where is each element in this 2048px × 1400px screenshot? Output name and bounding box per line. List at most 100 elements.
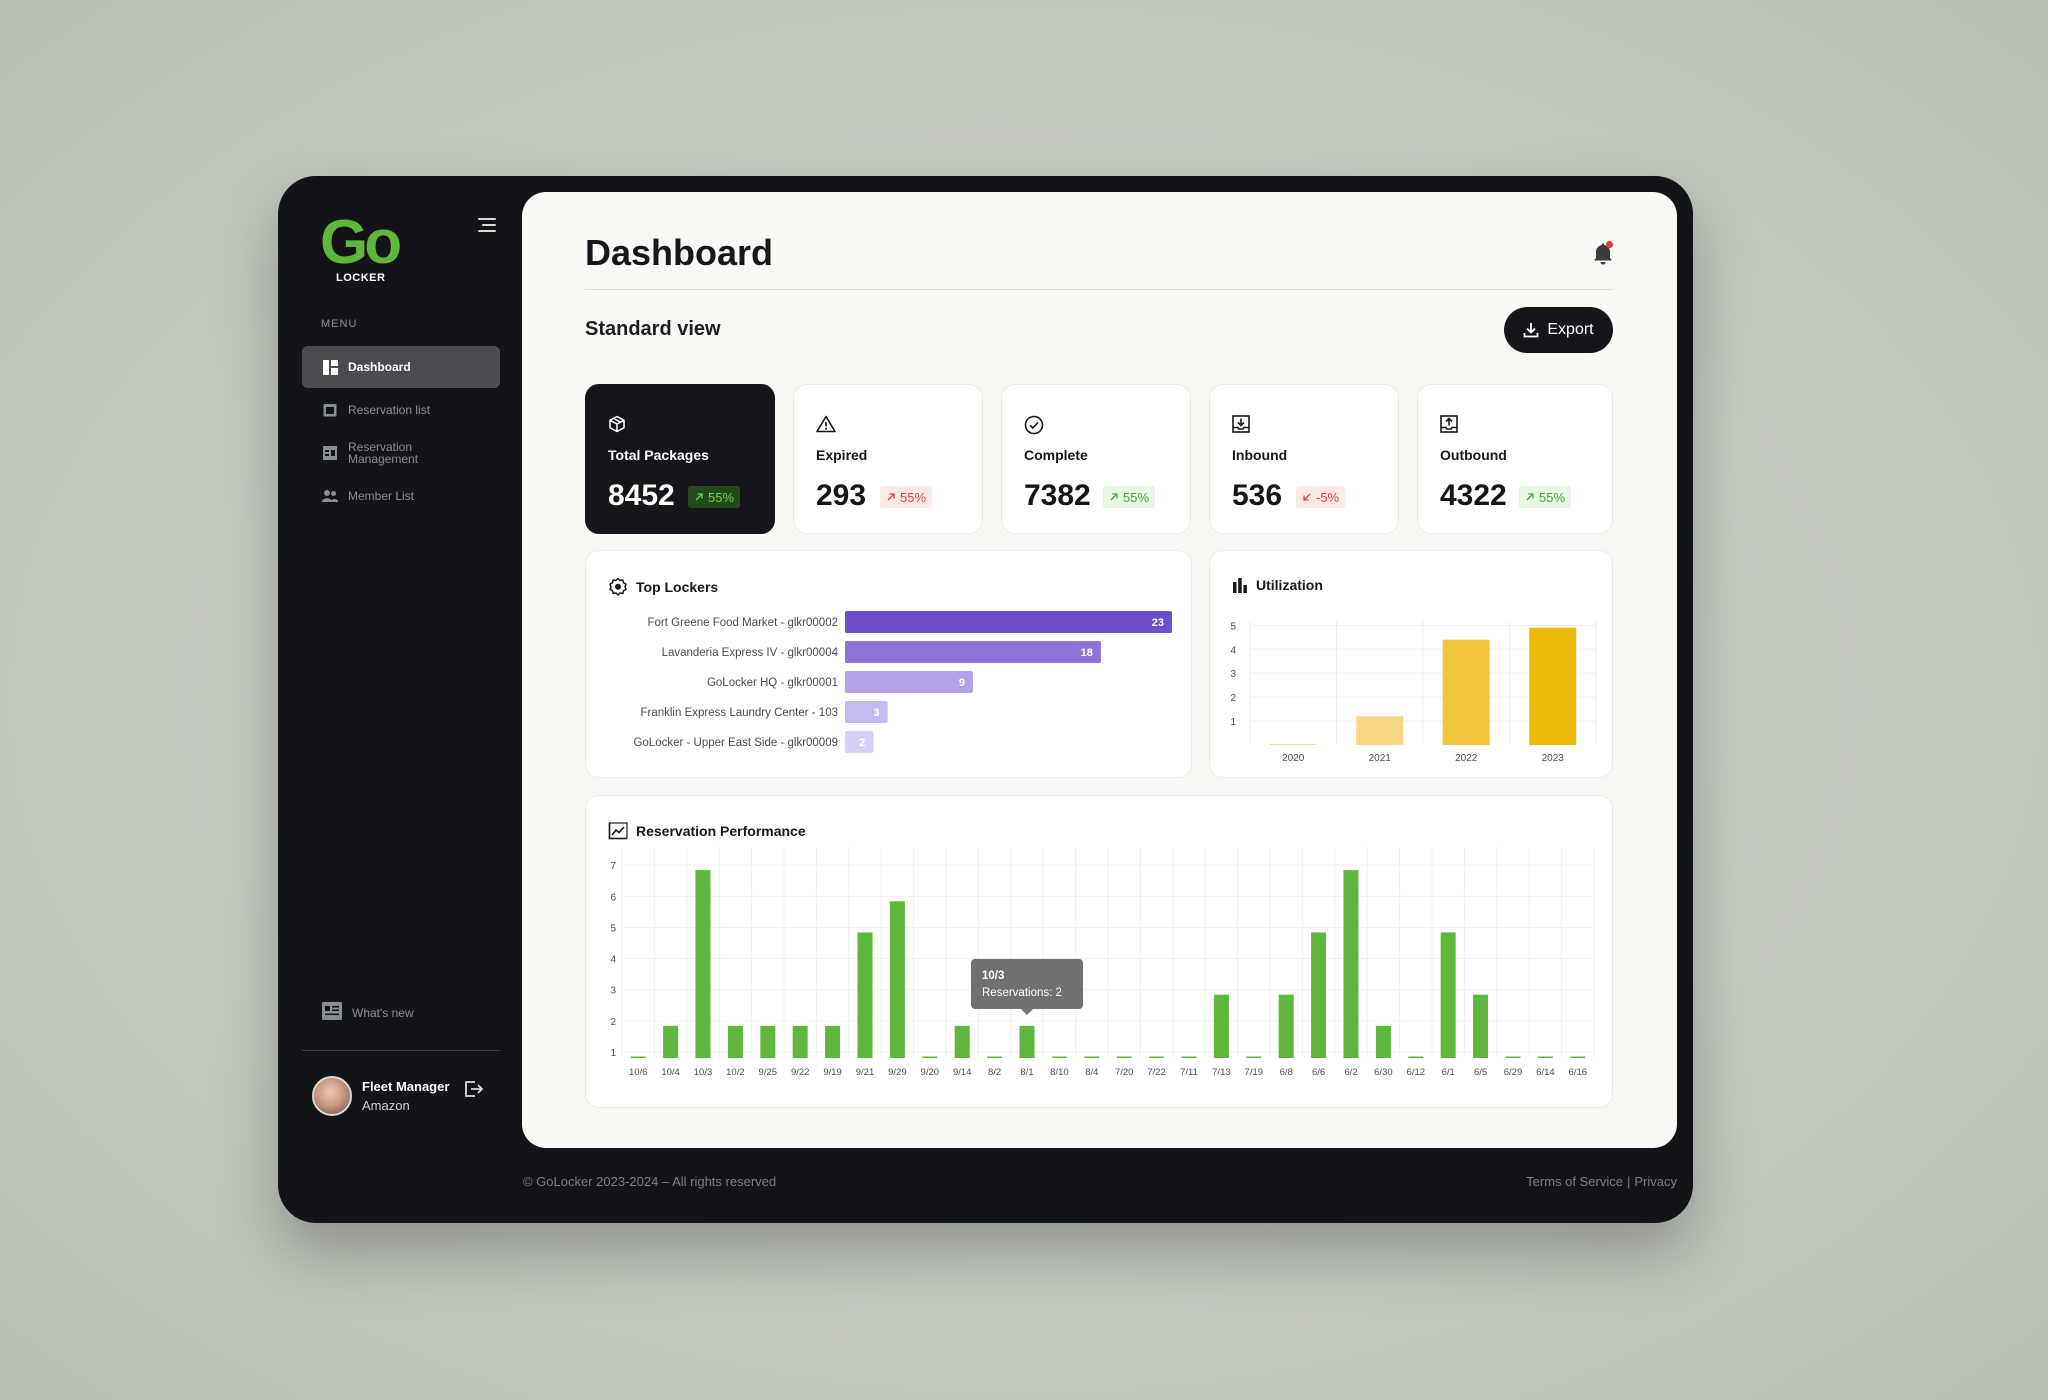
outbound-icon xyxy=(1440,415,1458,438)
user-profile[interactable]: Fleet Manager Amazon xyxy=(312,1076,449,1116)
bar-value-label: 9 xyxy=(959,677,965,689)
logo-text: Go xyxy=(320,208,402,277)
menu-toggle-icon[interactable] xyxy=(478,218,498,234)
stat-label: Expired xyxy=(816,447,868,463)
stat-card-complete[interactable]: Complete 7382 55% xyxy=(1001,384,1191,534)
footer-links: Terms of Service | Privacy xyxy=(1526,1174,1677,1189)
page-title: Dashboard xyxy=(585,232,774,273)
tooltip-date: 10/3 xyxy=(982,970,1004,982)
locker-bar xyxy=(845,671,973,693)
bar-value-label: 18 xyxy=(1081,647,1093,659)
reservation-bar xyxy=(1149,1056,1165,1058)
x-tick-label: 6/8 xyxy=(1280,1067,1293,1078)
stat-value: 4322 xyxy=(1440,479,1507,512)
y-tick-label: 1 xyxy=(1230,717,1236,728)
reservation-bar xyxy=(1440,932,1456,1058)
x-tick-label: 2020 xyxy=(1282,753,1305,764)
stat-change-badge: -5% xyxy=(1296,486,1346,508)
sidebar-item-dashboard[interactable]: Dashboard xyxy=(302,346,500,388)
sidebar-item-reservation-list[interactable]: Reservation list xyxy=(302,389,500,431)
stat-change-badge: 55% xyxy=(1103,486,1156,508)
package-icon xyxy=(608,415,626,438)
terms-link[interactable]: Terms of Service xyxy=(1526,1174,1623,1189)
x-tick-label: 6/12 xyxy=(1407,1067,1426,1078)
y-tick-label: 3 xyxy=(610,986,616,997)
bar-category-label: GoLocker HQ - glkr00001 xyxy=(707,677,838,689)
reservation-bar xyxy=(1343,870,1359,1058)
y-tick-label: 4 xyxy=(610,955,616,966)
golocker-logo[interactable]: Go LOCKER xyxy=(320,208,430,285)
utilization-bar xyxy=(1529,627,1577,745)
stat-card-inbound[interactable]: Inbound 536 -5% xyxy=(1209,384,1399,534)
x-tick-label: 7/20 xyxy=(1115,1067,1134,1078)
y-tick-label: 5 xyxy=(1230,621,1236,632)
panel-title: Reservation Performance xyxy=(608,822,806,840)
privacy-link[interactable]: Privacy xyxy=(1634,1174,1677,1189)
sidebar-divider xyxy=(302,1050,500,1051)
x-tick-label: 9/20 xyxy=(921,1067,940,1078)
reservation-bar xyxy=(1019,1025,1035,1058)
x-tick-label: 10/2 xyxy=(726,1067,745,1078)
stat-change: 55% xyxy=(900,489,927,505)
x-tick-label: 8/10 xyxy=(1050,1067,1069,1078)
notification-bell-icon[interactable] xyxy=(1592,241,1614,270)
reservation-bar xyxy=(1408,1056,1424,1058)
export-label: Export xyxy=(1547,321,1594,338)
chart-tooltip: 10/3 Reservations: 2 xyxy=(971,959,1083,1015)
arrow-up-right-icon xyxy=(886,492,896,502)
trend-chart-icon xyxy=(608,822,628,840)
stat-card-total-packages[interactable]: Total Packages 8452 55% xyxy=(585,384,775,534)
reservation-bar xyxy=(1375,1025,1391,1058)
x-tick-label: 9/22 xyxy=(791,1067,810,1078)
profile-name: Fleet Manager xyxy=(362,1079,450,1094)
inbound-icon xyxy=(1232,415,1250,438)
x-tick-label: 2022 xyxy=(1455,753,1478,764)
x-tick-label: 6/16 xyxy=(1569,1067,1588,1078)
y-tick-label: 6 xyxy=(610,892,616,903)
stat-change: 55% xyxy=(1539,489,1566,505)
tooltip-pointer xyxy=(1021,1009,1033,1015)
x-tick-label: 9/21 xyxy=(856,1067,875,1078)
bar-value-label: 23 xyxy=(1152,617,1164,629)
reservation-bar xyxy=(1084,1056,1100,1058)
locker-bar xyxy=(845,611,1172,633)
sidebar-item-label: Member List xyxy=(348,489,415,503)
reservation-bar xyxy=(792,1025,808,1058)
export-button[interactable]: Export xyxy=(1504,307,1613,353)
profile-org: Amazon xyxy=(362,1098,410,1113)
x-tick-label: 6/30 xyxy=(1374,1067,1393,1078)
y-tick-label: 3 xyxy=(1230,669,1236,680)
tooltip-text: Reservations: 2 xyxy=(982,987,1062,999)
reservation-bar xyxy=(1116,1056,1132,1058)
reservation-bar xyxy=(987,1056,1003,1058)
x-tick-label: 6/1 xyxy=(1442,1067,1455,1078)
x-tick-label: 6/29 xyxy=(1504,1067,1523,1078)
reservation-bar xyxy=(922,1056,938,1058)
sidebar-item-label: Reservation Management xyxy=(348,440,419,466)
x-tick-label: 6/14 xyxy=(1536,1067,1555,1078)
sidebar-item-label: Dashboard xyxy=(348,360,411,374)
utilization-bar xyxy=(1269,744,1317,745)
app-window: Go LOCKER MENU Dashboard Reservation lis… xyxy=(278,176,1693,1223)
stat-card-expired[interactable]: Expired 293 55% xyxy=(793,384,983,534)
reservation-bar xyxy=(1181,1056,1197,1058)
y-tick-label: 7 xyxy=(610,861,616,872)
stat-card-outbound[interactable]: Outbound 4322 55% xyxy=(1417,384,1613,534)
check-circle-icon xyxy=(1024,415,1044,440)
whats-new-link[interactable]: What's new xyxy=(322,1002,414,1023)
x-tick-label: 9/29 xyxy=(888,1067,907,1078)
bar-category-label: Lavanderia Express IV - glkr00004 xyxy=(662,647,839,659)
x-tick-label: 10/6 xyxy=(629,1067,648,1078)
stat-value: 7382 xyxy=(1024,479,1091,512)
sidebar-item-member-list[interactable]: Member List xyxy=(302,475,500,517)
tooltip-box xyxy=(971,959,1083,1009)
x-tick-label: 6/6 xyxy=(1312,1067,1325,1078)
utilization-title: Utilization xyxy=(1256,577,1323,593)
sidebar-item-reservation-management[interactable]: Reservation Management xyxy=(302,432,500,474)
bar-value-label: 3 xyxy=(874,707,880,719)
logout-icon[interactable] xyxy=(464,1080,484,1103)
x-tick-label: 6/2 xyxy=(1344,1067,1357,1078)
locker-bar xyxy=(845,641,1101,663)
utilization-chart: 1 2 3 4 5 2020 2021 2022 2023 xyxy=(1230,621,1597,764)
locker-bar xyxy=(845,701,888,723)
